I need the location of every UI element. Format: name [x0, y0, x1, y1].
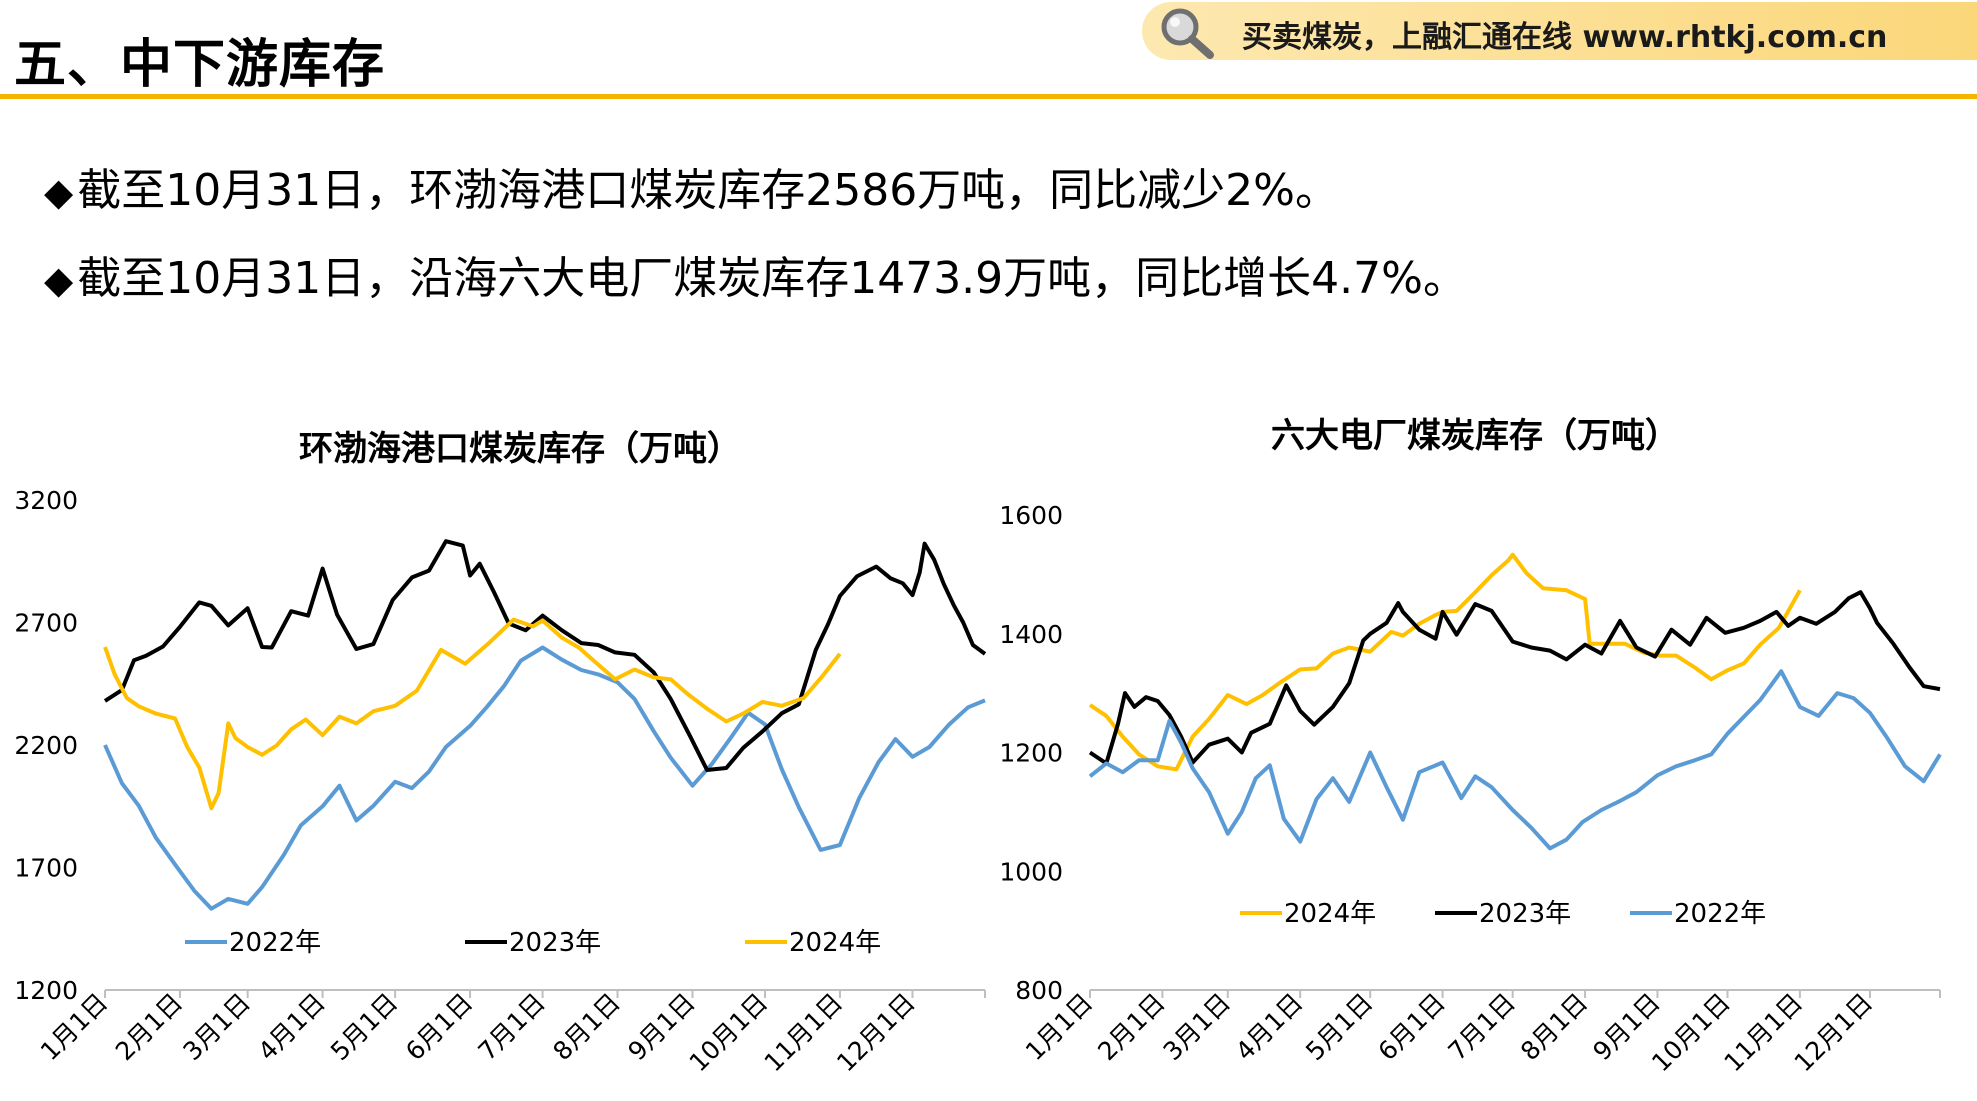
- legend-label: 2024年: [1284, 899, 1376, 929]
- x-tick-label: 5月1日: [325, 988, 403, 1066]
- power-plant-inventory-chart: 六大电厂煤炭库存（万吨）80010001200140016001月1日2月1日3…: [999, 416, 1942, 1078]
- diamond-bullet-icon: ◆: [44, 258, 74, 302]
- series-line-2024年: [1088, 552, 1802, 772]
- y-tick-label: 1700: [14, 854, 78, 883]
- legend-label: 2022年: [1674, 899, 1766, 929]
- y-tick-label: 1200: [14, 976, 78, 1005]
- x-tick-label: 10月1日: [684, 988, 774, 1078]
- y-tick-label: 1000: [999, 857, 1063, 886]
- bullet-text: 截至10月31日，沿海六大电厂煤炭库存1473.9万吨，同比增长4.7%。: [77, 253, 1467, 304]
- x-tick-label: 11月1日: [759, 988, 849, 1078]
- diamond-bullet-icon: ◆: [44, 170, 74, 214]
- x-tick-label: 3月1日: [178, 988, 256, 1066]
- x-tick-label: 2月1日: [110, 988, 188, 1066]
- x-tick-label: 4月1日: [252, 988, 330, 1066]
- x-tick-label: 7月1日: [1443, 988, 1521, 1066]
- banner-text: 买卖煤炭，上融汇通在线 www.rhtkj.com.cn: [1242, 20, 1888, 55]
- x-tick-label: 6月1日: [1372, 988, 1450, 1066]
- x-tick-label: 10月1日: [1646, 988, 1736, 1078]
- y-tick-label: 1200: [999, 739, 1063, 768]
- chart-title: 六大电厂煤炭库存（万吨）: [1271, 416, 1679, 456]
- series-line-2022年: [1088, 669, 1942, 851]
- x-tick-label: 3月1日: [1158, 988, 1236, 1066]
- series-line-2024年: [103, 617, 842, 811]
- page-header: 五、中下游库存 买卖煤炭，上融汇通在线 www.rhtkj.com.cn: [0, 0, 1977, 100]
- bullet-power-plant-inventory: ◆截至10月31日，沿海六大电厂煤炭库存1473.9万吨，同比增长4.7%。: [44, 242, 1467, 306]
- x-tick-label: 7月1日: [472, 988, 550, 1066]
- x-tick-label: 2月1日: [1092, 988, 1170, 1066]
- page-title: 五、中下游库存: [14, 35, 386, 95]
- series-line-2022年: [103, 645, 986, 911]
- x-tick-label: 12月1日: [1789, 988, 1879, 1078]
- series-line-2023年: [1088, 590, 1941, 766]
- y-tick-label: 2700: [14, 609, 78, 638]
- bullet-port-inventory: ◆截至10月31日，环渤海港口煤炭库存2586万吨，同比减少2%。: [44, 154, 1339, 218]
- chart-title: 环渤海港口煤炭库存（万吨）: [299, 429, 741, 469]
- y-tick-label: 1400: [999, 620, 1063, 649]
- y-tick-label: 1600: [999, 501, 1063, 530]
- series-line-2023年: [103, 539, 987, 772]
- x-tick-label: 4月1日: [1230, 988, 1308, 1066]
- x-tick-label: 5月1日: [1300, 988, 1378, 1066]
- x-tick-label: 8月1日: [1515, 988, 1593, 1066]
- legend-label: 2023年: [509, 928, 601, 958]
- bullet-text: 截至10月31日，环渤海港口煤炭库存2586万吨，同比减少2%。: [77, 165, 1339, 216]
- y-tick-label: 800: [1015, 976, 1063, 1005]
- site-banner[interactable]: 买卖煤炭，上融汇通在线 www.rhtkj.com.cn: [1142, 2, 1977, 60]
- x-tick-label: 12月1日: [831, 988, 921, 1078]
- x-tick-label: 8月1日: [547, 988, 625, 1066]
- y-tick-label: 3200: [14, 486, 78, 515]
- y-tick-label: 2200: [14, 731, 78, 760]
- header-rule: [0, 94, 1977, 99]
- port-inventory-chart: 环渤海港口煤炭库存（万吨）120017002200270032001月1日2月1…: [14, 429, 987, 1078]
- legend-label: 2022年: [229, 928, 321, 958]
- magnifier-icon: [1161, 8, 1214, 59]
- legend-label: 2023年: [1479, 899, 1571, 929]
- x-tick-label: 6月1日: [400, 988, 478, 1066]
- legend-label: 2024年: [789, 928, 881, 958]
